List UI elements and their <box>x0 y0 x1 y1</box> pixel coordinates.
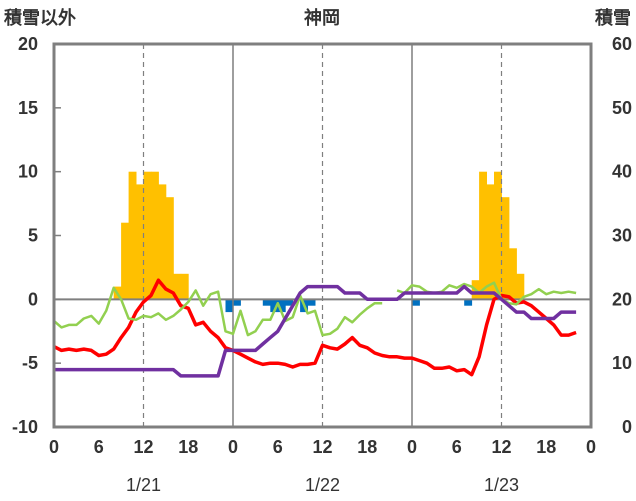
day-label: 1/21 <box>126 475 161 495</box>
bar-0-4 <box>143 171 152 300</box>
right-tick-label: 50 <box>612 98 632 118</box>
bar-0-14 <box>501 197 510 300</box>
left-tick-label: 10 <box>18 162 38 182</box>
bar-1-0 <box>225 299 234 313</box>
day-label: 1/23 <box>484 475 519 495</box>
right-tick-label: 40 <box>612 162 632 182</box>
bar-0-7 <box>165 197 174 300</box>
x-tick-label: 18 <box>536 437 556 457</box>
day-label: 1/22 <box>305 475 340 495</box>
x-tick-label: 18 <box>357 437 377 457</box>
bar-0-16 <box>516 273 525 300</box>
right-tick-label: 30 <box>612 226 632 246</box>
left-axis-label: 積雪以外 <box>3 7 76 28</box>
precipitation-bars <box>113 171 525 313</box>
right-axis-label: 積雪 <box>594 7 631 28</box>
x-tick-label: 6 <box>273 437 283 457</box>
bar-0-11 <box>479 171 487 300</box>
x-tick-label: 12 <box>133 437 153 457</box>
x-tick-label: 0 <box>586 437 596 457</box>
bar-0-9 <box>180 273 189 300</box>
bar-1-5 <box>285 299 294 306</box>
x-tick-label: 0 <box>49 437 59 457</box>
x-tick-label: 12 <box>312 437 332 457</box>
bar-1-9 <box>464 299 473 306</box>
bar-1-2 <box>262 299 271 306</box>
left-tick-label: 5 <box>28 226 38 246</box>
data-lines <box>53 278 577 378</box>
bar-1-3 <box>270 299 279 313</box>
series-line-2-0 <box>53 278 577 377</box>
left-tick-label: -10 <box>12 417 38 437</box>
series-step-4 <box>54 284 577 378</box>
left-tick-label: 20 <box>18 34 38 54</box>
right-tick-label: 10 <box>612 353 632 373</box>
bar-0-13 <box>494 171 502 300</box>
series-line-3-0 <box>53 286 383 337</box>
right-tick-label: 0 <box>622 417 632 437</box>
x-tick-label: 6 <box>452 437 462 457</box>
bar-0-3 <box>136 184 144 300</box>
bar-0-5 <box>151 171 159 300</box>
x-tick-label: 6 <box>94 437 104 457</box>
chart-title: 神岡 <box>304 7 340 28</box>
bar-1-4 <box>277 299 286 313</box>
left-tick-label: 0 <box>28 289 38 309</box>
bar-1-7 <box>307 299 316 306</box>
bar-0-2 <box>128 171 137 300</box>
left-tick-label: 15 <box>18 98 38 118</box>
right-tick-label: 60 <box>612 34 632 54</box>
x-tick-label: 0 <box>228 437 238 457</box>
right-tick-label: 20 <box>612 289 632 309</box>
bar-0-1 <box>121 222 129 300</box>
bar-0-15 <box>509 248 517 300</box>
x-tick-label: 18 <box>178 437 198 457</box>
x-tick-label: 0 <box>407 437 417 457</box>
bar-1-1 <box>233 299 241 306</box>
x-tick-label: 12 <box>491 437 511 457</box>
bar-0-8 <box>173 273 182 300</box>
bar-0-12 <box>486 184 495 300</box>
plot-frame <box>52 42 593 429</box>
bar-0-6 <box>158 184 167 300</box>
left-tick-label: -5 <box>22 353 38 373</box>
bar-1-8 <box>412 299 420 306</box>
